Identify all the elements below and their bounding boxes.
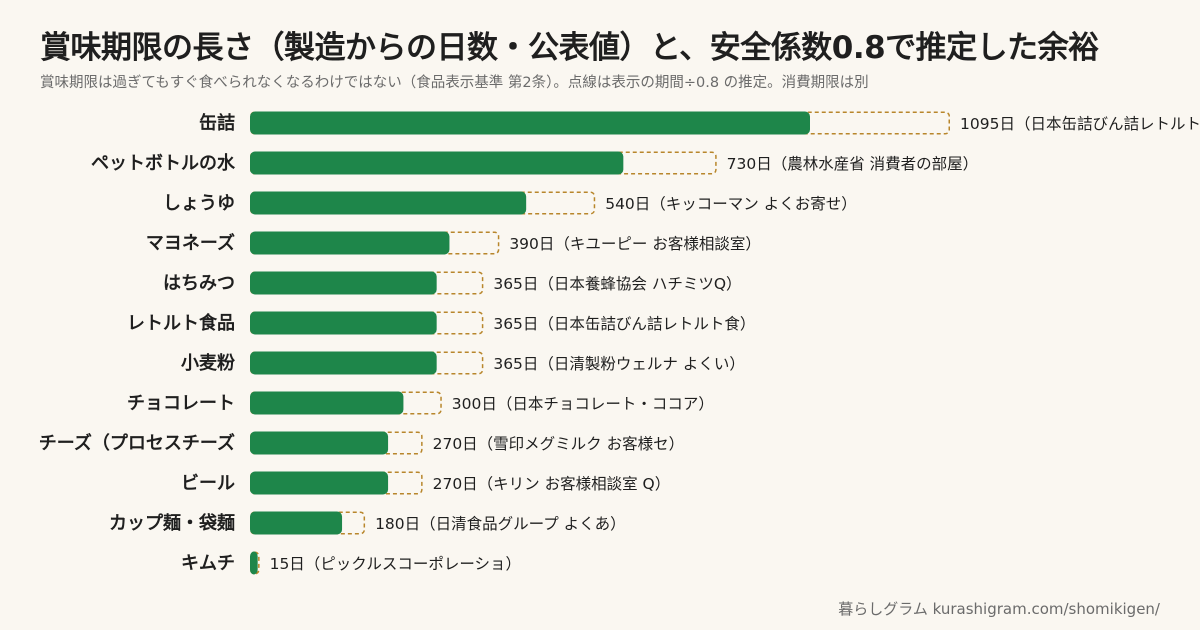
- category-label: マヨネーズ: [146, 232, 235, 254]
- category-label: レトルト食品: [127, 312, 235, 334]
- source-credit: 暮らしグラム kurashigram.com/shomikigen/: [838, 600, 1160, 618]
- shelf-life-bar: [250, 351, 437, 375]
- shelf-life-bar: [250, 431, 389, 455]
- category-label: ビール: [181, 473, 235, 494]
- shelf-life-bar: [250, 391, 404, 415]
- category-label: はちみつ: [163, 273, 235, 294]
- category-label: 缶詰: [199, 112, 235, 134]
- category-label: チョコレート: [127, 393, 235, 414]
- data-label: 390日（キユーピー お客様相談室）: [509, 235, 761, 253]
- data-label: 180日（日清食品グループ よくあ）: [375, 515, 626, 533]
- category-label: 小麦粉: [181, 352, 235, 374]
- shelf-life-bar: [250, 511, 343, 535]
- shelf-life-bar: [250, 271, 437, 295]
- data-label: 540日（キッコーマン よくお寄せ）: [605, 195, 857, 213]
- shelf-life-bar: [250, 191, 527, 215]
- shelf-life-bar: [250, 111, 810, 135]
- shelf-life-bar: [250, 151, 624, 175]
- shelf-life-bar: [250, 551, 258, 575]
- data-label: 300日（日本チョコレート・ココア）: [452, 395, 714, 413]
- shelf-life-bar: [250, 231, 450, 255]
- chart-subtitle: 賞味期限は過ぎてもすぐ食べられなくなるわけではない（食品表示基準 第2条）。点線…: [40, 75, 869, 91]
- category-label: ペットボトルの水: [91, 152, 236, 174]
- category-label: チーズ（プロセスチーズ: [39, 432, 235, 454]
- data-label: 270日（キリン お客様相談室 Q）: [433, 475, 671, 493]
- data-label: 365日（日本缶詰びん詰レトルト食）: [493, 315, 755, 333]
- shelf-life-bar: [250, 311, 437, 335]
- data-label: 365日（日本養蜂協会 ハチミツQ）: [493, 275, 741, 293]
- data-label: 15日（ピックルスコーポレーショ）: [270, 555, 521, 573]
- category-label: カップ麺・袋麺: [109, 512, 235, 534]
- category-label: しょうゆ: [163, 193, 235, 214]
- data-label: 365日（日清製粉ウェルナ よくい）: [493, 355, 745, 373]
- data-label: 730日（農林水産省 消費者の部屋）: [727, 155, 979, 173]
- shelf-life-bar: [250, 471, 389, 495]
- chart-title: 賞味期限の長さ（製造からの日数・公表値）と、安全係数0.8で推定した余裕: [40, 30, 1099, 66]
- data-label: 1095日（日本缶詰びん詰レトルト食: [960, 115, 1200, 133]
- category-label: キムチ: [181, 553, 235, 574]
- data-label: 270日（雪印メグミルク お客様セ）: [433, 435, 685, 453]
